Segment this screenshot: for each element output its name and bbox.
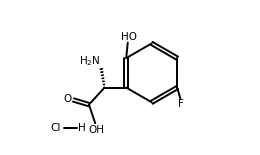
Text: H: H (78, 123, 86, 133)
Text: Cl: Cl (50, 123, 61, 133)
Text: OH: OH (89, 125, 105, 135)
Text: F: F (178, 99, 184, 109)
Text: HO: HO (121, 32, 136, 42)
Text: H$_2$N: H$_2$N (79, 54, 101, 68)
Text: O: O (63, 94, 71, 104)
